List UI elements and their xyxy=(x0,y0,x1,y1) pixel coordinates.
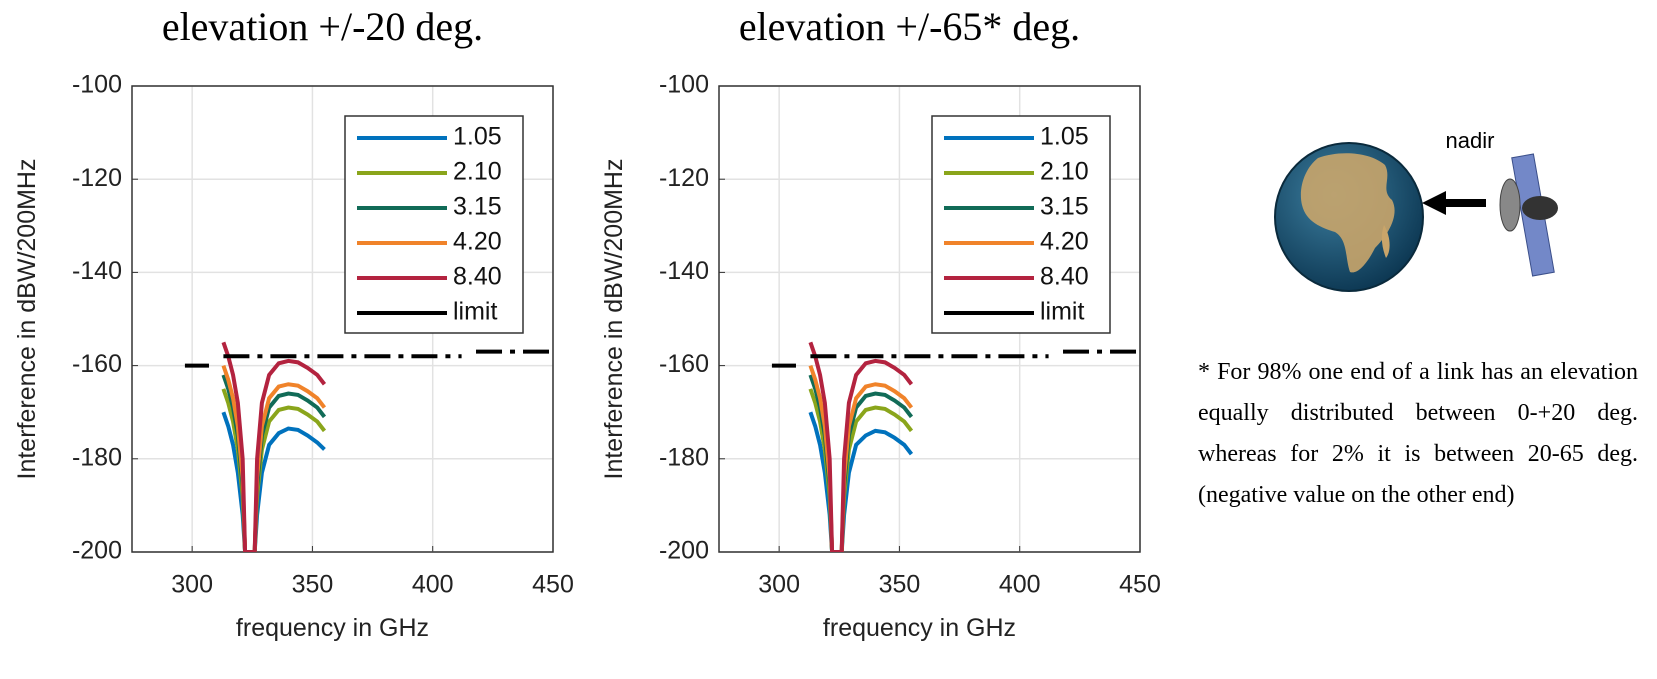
legend-label: limit xyxy=(1040,298,1084,326)
y-tick-label: -200 xyxy=(659,537,709,565)
y-tick-label: -140 xyxy=(72,257,122,285)
legend-label: 4.20 xyxy=(1040,228,1089,256)
illustration-label: nadir xyxy=(1446,128,1495,153)
chart-title: elevation +/-65* deg. xyxy=(739,4,1080,49)
chart: elevation +/-20 deg. frequency in GHz Inte… xyxy=(13,4,574,642)
y-tick-label: -140 xyxy=(659,257,709,285)
legend-label: 8.40 xyxy=(453,263,502,291)
legend-label: 1.05 xyxy=(1040,123,1089,151)
satellite xyxy=(1499,153,1558,277)
series-line xyxy=(221,341,327,552)
x-tick-label: 450 xyxy=(532,571,574,599)
earth-illustration: nadir xyxy=(1274,128,1558,292)
chart-title: elevation +/-20 deg. xyxy=(162,4,483,49)
x-tick-label: 300 xyxy=(171,571,213,599)
y-tick-label: -100 xyxy=(72,71,122,99)
series-line xyxy=(184,349,553,368)
x-tick-label: 350 xyxy=(292,571,334,599)
y-tick-label: -160 xyxy=(659,350,709,378)
y-tick-label: -160 xyxy=(72,350,122,378)
x-tick-label: 350 xyxy=(879,571,921,599)
legend-box xyxy=(344,115,524,334)
y-axis-label: Interference in dBW/200MHz xyxy=(13,159,41,480)
y-tick-label: -100 xyxy=(659,71,709,99)
y-axis-label: Interference in dBW/200MHz xyxy=(600,159,628,480)
series-line xyxy=(808,341,914,552)
y-tick-label: -200 xyxy=(72,537,122,565)
y-tick-label: -180 xyxy=(72,443,122,471)
series-line xyxy=(771,349,1140,368)
x-axis-label: frequency in GHz xyxy=(236,614,429,642)
legend-label: 3.15 xyxy=(1040,193,1089,221)
series-line xyxy=(221,411,326,552)
legend-box xyxy=(931,115,1111,334)
footnote: * For 98% one end of a link has an eleva… xyxy=(1198,359,1638,508)
x-axis-label: frequency in GHz xyxy=(823,614,1016,642)
x-tick-label: 450 xyxy=(1119,571,1161,599)
legend-label: 8.40 xyxy=(1040,263,1089,291)
y-tick-label: -180 xyxy=(659,443,709,471)
x-tick-label: 300 xyxy=(758,571,800,599)
legend-label: 2.10 xyxy=(453,158,502,186)
x-tick-label: 400 xyxy=(412,571,454,599)
legend-label: 2.10 xyxy=(1040,158,1089,186)
plot-frame xyxy=(718,85,1141,553)
y-tick-label: -120 xyxy=(659,164,709,192)
legend-label: 3.15 xyxy=(453,193,502,221)
legend-label: 4.20 xyxy=(453,228,502,256)
chart: elevation +/-65* deg. frequency in GHz Int… xyxy=(600,4,1161,642)
series-line xyxy=(808,411,914,552)
plot-frame xyxy=(131,85,554,553)
y-tick-label: -120 xyxy=(72,164,122,192)
x-tick-label: 400 xyxy=(999,571,1041,599)
legend-label: limit xyxy=(453,298,497,326)
legend-label: 1.05 xyxy=(453,123,502,151)
